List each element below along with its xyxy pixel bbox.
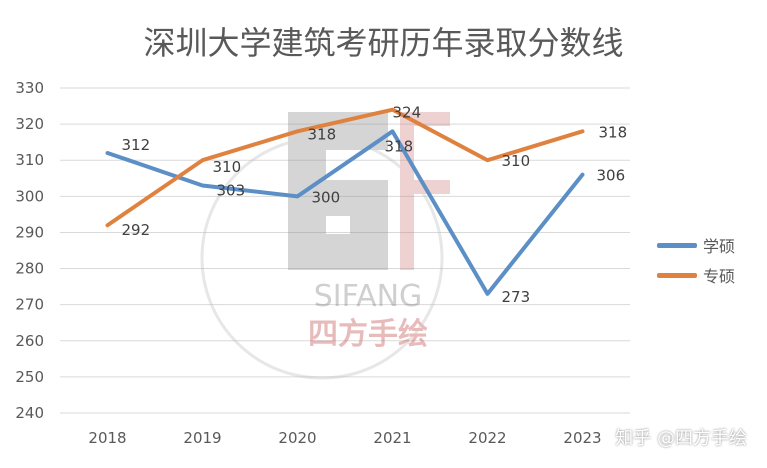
legend-swatch-zhuanshuo <box>657 272 697 278</box>
y-tick-label-330: 330 <box>15 79 44 97</box>
legend-item-xueshuo: 学硕 <box>657 230 735 260</box>
data-label-s0-2019: 303 <box>217 182 246 200</box>
y-axis-ticks: 240 250 260 270 280 290 300 310 320 330 <box>15 79 44 422</box>
series-line-0 <box>105 129 585 296</box>
y-tick-label-280: 280 <box>15 260 44 278</box>
data-label-s1-2023: 318 <box>599 123 628 141</box>
y-tick-label-270: 270 <box>15 296 44 314</box>
y-tick-label-290: 290 <box>15 223 44 241</box>
legend-label-xueshuo: 学硕 <box>703 237 736 256</box>
chart-title: 深圳大学建筑考研历年录取分数线 <box>143 24 624 62</box>
watermark-logo-subtext: 四方手绘 <box>308 317 428 352</box>
x-tick-label-2022: 2022 <box>468 429 506 447</box>
data-labels: 312 303 300 318 273 306 292 310 318 324 310 318 <box>122 104 628 306</box>
y-tick-label-310: 310 <box>15 151 44 169</box>
data-label-s1-2019: 310 <box>213 158 242 176</box>
legend-swatch-xueshuo <box>657 242 697 248</box>
legend-label-zhuanshuo: 专硕 <box>703 267 736 286</box>
y-tick-label-250: 250 <box>15 368 44 386</box>
data-label-s0-2021: 318 <box>385 137 414 155</box>
data-label-s0-2022: 273 <box>502 288 531 306</box>
data-label-s1-2021: 324 <box>393 104 422 122</box>
y-tick-label-320: 320 <box>15 115 44 133</box>
x-tick-label-2018: 2018 <box>88 429 126 447</box>
legend-item-zhuanshuo: 专硕 <box>657 260 735 290</box>
data-label-s0-2018: 312 <box>122 136 151 154</box>
series-lines <box>105 107 585 296</box>
zhihu-watermark: 知乎 @四方手绘 <box>615 428 747 449</box>
x-tick-label-2023: 2023 <box>563 429 601 447</box>
grid-lines <box>60 87 630 414</box>
series-line-1 <box>105 107 585 228</box>
x-tick-label-2019: 2019 <box>183 429 221 447</box>
y-tick-label-240: 240 <box>15 404 44 422</box>
x-tick-label-2021: 2021 <box>373 429 411 447</box>
y-tick-label-260: 260 <box>15 332 44 350</box>
y-tick-label-300: 300 <box>15 187 44 205</box>
sifang-watermark-logo: SIFANG 四方手绘 <box>200 112 450 380</box>
watermark-logo-text: SIFANG <box>314 279 423 314</box>
data-label-s0-2020: 300 <box>312 188 341 206</box>
data-label-s1-2022: 310 <box>502 152 531 170</box>
x-tick-label-2020: 2020 <box>278 429 316 447</box>
chart-legend: 学硕 专硕 <box>657 230 735 290</box>
data-label-s1-2020: 318 <box>308 125 337 143</box>
x-axis-ticks: 2018 2019 2020 2021 2022 2023 <box>88 429 601 447</box>
data-label-s1-2018: 292 <box>122 221 151 239</box>
data-label-s0-2023: 306 <box>597 167 626 185</box>
